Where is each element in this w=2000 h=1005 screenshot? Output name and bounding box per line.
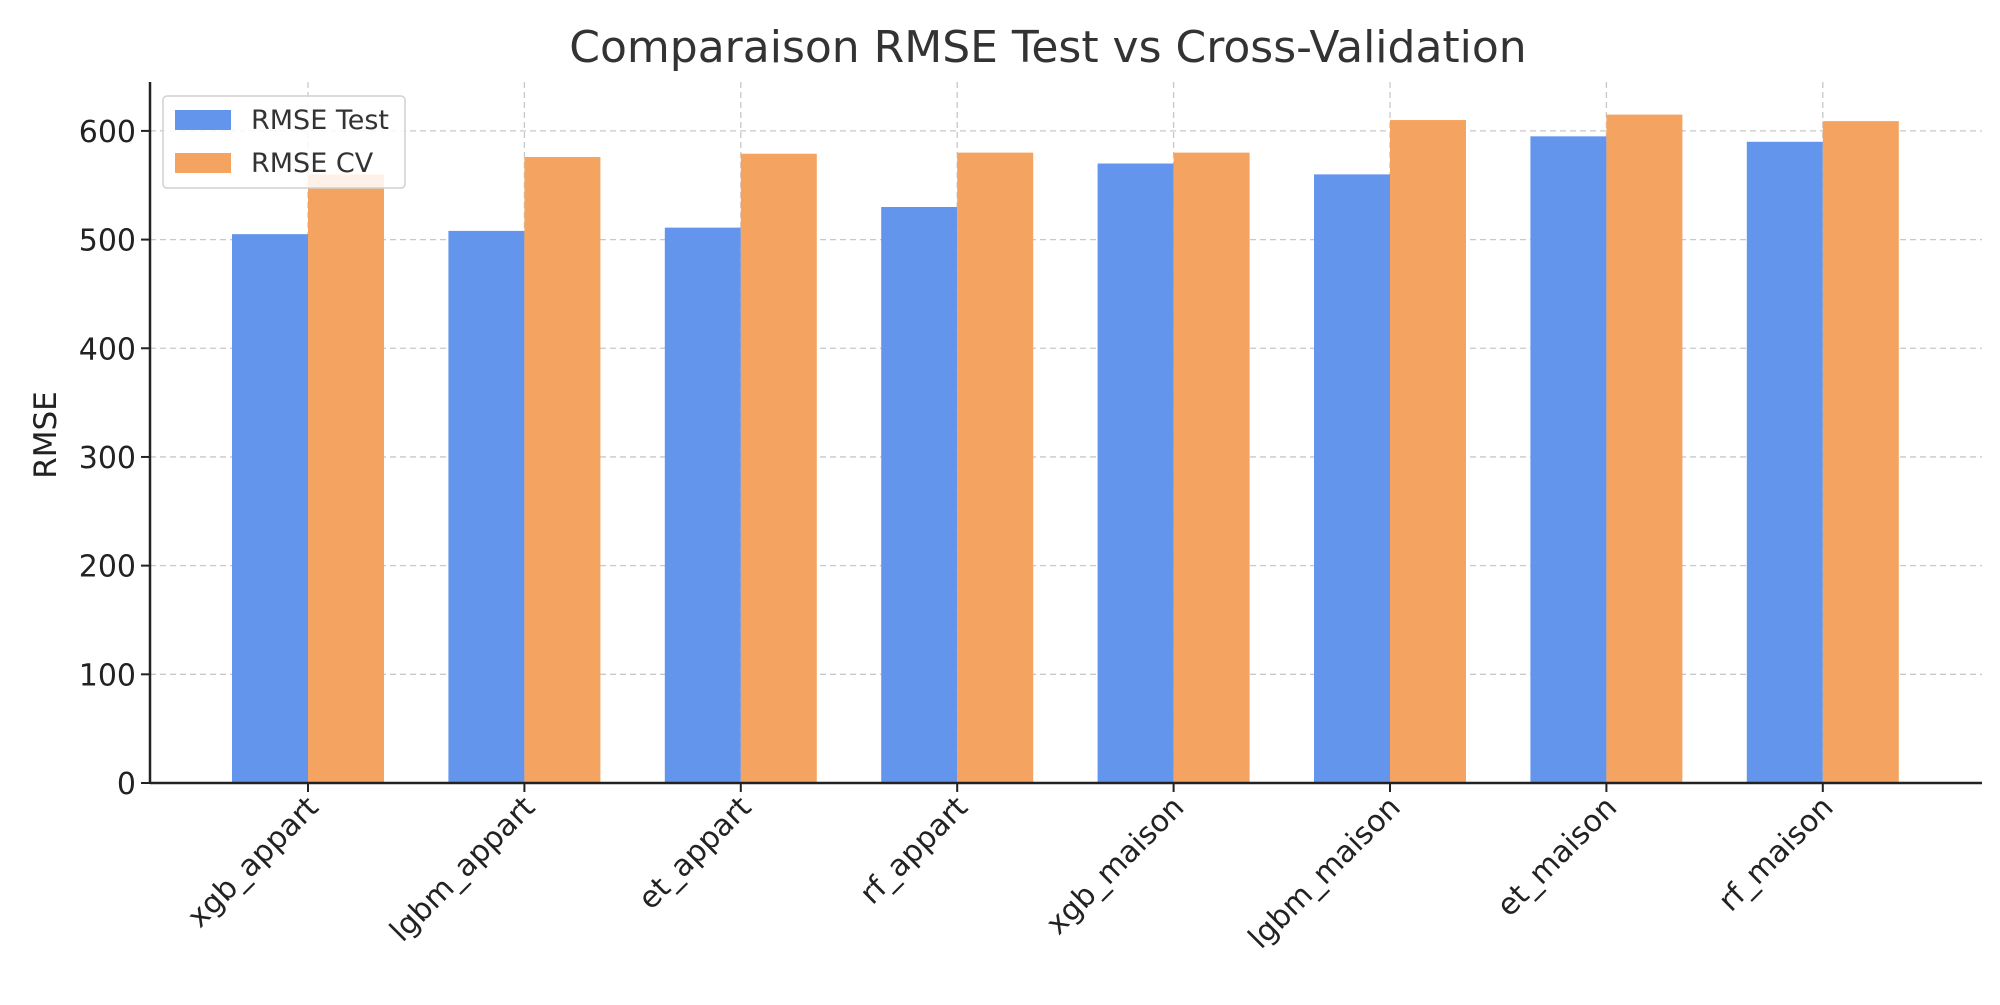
- x-tick-label: rf_appart: [853, 790, 975, 912]
- y-tick-label: 200: [79, 550, 136, 585]
- bar-rmse-cv-xgb_appart: [308, 174, 384, 783]
- x-tick-label: lgbm_maison: [1242, 790, 1408, 956]
- x-tick-label: lgbm_appart: [383, 790, 542, 949]
- y-axis-label: RMSE: [28, 391, 64, 479]
- bar-rmse-test-rf_appart: [881, 206, 958, 783]
- chart-title: Comparaison RMSE Test vs Cross-Validatio…: [569, 22, 1526, 73]
- legend-label: RMSE CV: [251, 148, 374, 179]
- bar-rmse-cv-et_appart: [740, 153, 817, 784]
- bar-rmse-cv-rf_appart: [957, 152, 1034, 783]
- bar-rmse-test-et_maison: [1530, 136, 1607, 784]
- x-tick-label: xgb_maison: [1039, 790, 1191, 942]
- bar-rmse-cv-lgbm_appart: [524, 156, 601, 783]
- bar-rmse-test-lgbm_maison: [1314, 174, 1390, 783]
- y-tick-label: 600: [79, 115, 136, 150]
- bar-rmse-cv-rf_maison: [1822, 121, 1899, 783]
- x-tick-label: xgb_appart: [181, 790, 326, 935]
- bar-rmse-test-lgbm_appart: [448, 230, 525, 783]
- y-tick-label: 0: [117, 767, 136, 802]
- bar-rmse-cv-et_maison: [1606, 114, 1683, 783]
- x-tick-label: et_appart: [632, 790, 759, 917]
- bar-rmse-test-rf_maison: [1746, 141, 1823, 783]
- y-tick-label: 400: [79, 332, 136, 367]
- legend: RMSE Test RMSE CV: [162, 95, 406, 189]
- axes: [148, 82, 1982, 785]
- bar-rmse-cv-xgb_maison: [1173, 152, 1250, 783]
- x-tick-label: rf_maison: [1712, 790, 1841, 919]
- legend-swatch: [175, 153, 231, 173]
- bar-rmse-test-et_appart: [664, 227, 741, 784]
- y-tick-label: 100: [79, 658, 136, 693]
- y-tick-label: 500: [79, 224, 136, 259]
- x-tick-label: et_maison: [1490, 790, 1624, 924]
- bars: [232, 114, 1899, 784]
- y-tick-label: 300: [79, 441, 136, 476]
- bar-rmse-cv-lgbm_maison: [1390, 120, 1466, 783]
- legend-label: RMSE Test: [251, 105, 389, 136]
- legend-swatch: [175, 110, 231, 130]
- bar-rmse-test-xgb_maison: [1097, 163, 1174, 784]
- bar-rmse-test-xgb_appart: [232, 234, 308, 784]
- gridlines: [150, 82, 1982, 783]
